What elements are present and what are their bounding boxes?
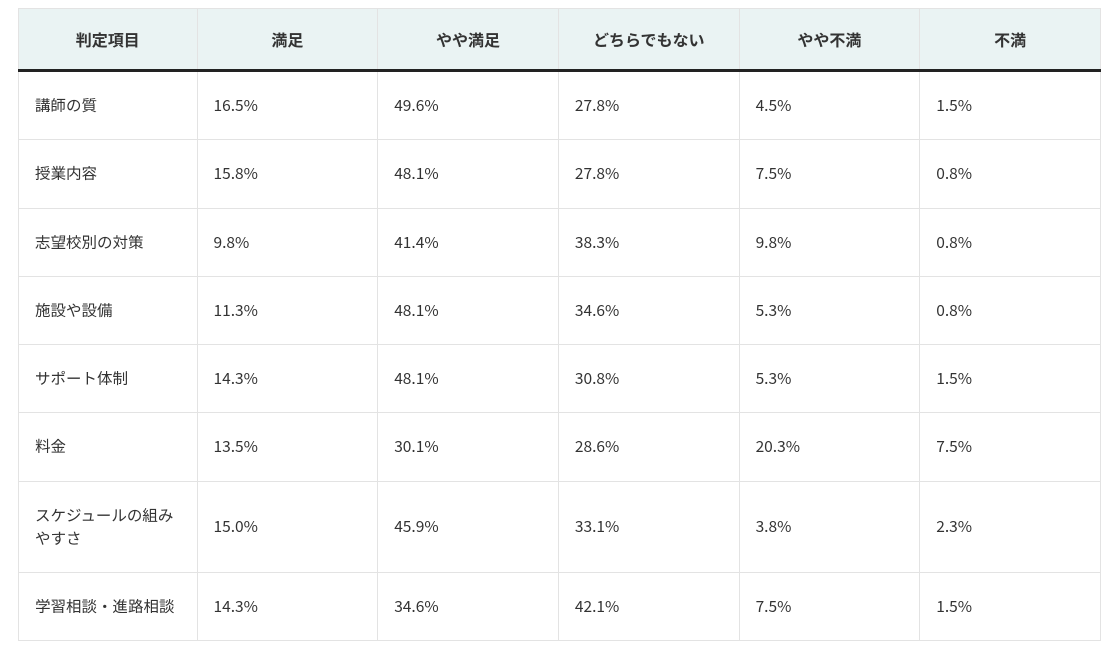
col-header-satisfied: 満足 (197, 9, 378, 71)
cell-value: 7.5% (739, 140, 920, 208)
cell-value: 30.8% (558, 345, 739, 413)
col-header-somewhat-dissatisfied: やや不満 (739, 9, 920, 71)
cell-value: 5.3% (739, 276, 920, 344)
col-header-neutral: どちらでもない (558, 9, 739, 71)
row-label: 学習相談・進路相談 (19, 573, 198, 641)
table-row: サポート体制 14.3% 48.1% 30.8% 5.3% 1.5% (19, 345, 1101, 413)
cell-value: 48.1% (378, 276, 559, 344)
cell-value: 45.9% (378, 481, 559, 573)
cell-value: 14.3% (197, 573, 378, 641)
cell-value: 0.8% (920, 140, 1101, 208)
col-header-somewhat-satisfied: やや満足 (378, 9, 559, 71)
cell-value: 1.5% (920, 345, 1101, 413)
cell-value: 11.3% (197, 276, 378, 344)
table-row: 料金 13.5% 30.1% 28.6% 20.3% 7.5% (19, 413, 1101, 481)
cell-value: 13.5% (197, 413, 378, 481)
col-header-item: 判定項目 (19, 9, 198, 71)
satisfaction-table-container: 判定項目 満足 やや満足 どちらでもない やや不満 不満 講師の質 16.5% … (0, 0, 1119, 659)
cell-value: 48.1% (378, 140, 559, 208)
row-label: サポート体制 (19, 345, 198, 413)
cell-value: 9.8% (197, 208, 378, 276)
table-row: 講師の質 16.5% 49.6% 27.8% 4.5% 1.5% (19, 71, 1101, 140)
satisfaction-table: 判定項目 満足 やや満足 どちらでもない やや不満 不満 講師の質 16.5% … (18, 8, 1101, 641)
col-header-dissatisfied: 不満 (920, 9, 1101, 71)
cell-value: 49.6% (378, 71, 559, 140)
cell-value: 34.6% (558, 276, 739, 344)
row-label: 授業内容 (19, 140, 198, 208)
cell-value: 9.8% (739, 208, 920, 276)
cell-value: 1.5% (920, 71, 1101, 140)
cell-value: 14.3% (197, 345, 378, 413)
cell-value: 27.8% (558, 140, 739, 208)
table-row: 学習相談・進路相談 14.3% 34.6% 42.1% 7.5% 1.5% (19, 573, 1101, 641)
row-label: 講師の質 (19, 71, 198, 140)
table-row: 授業内容 15.8% 48.1% 27.8% 7.5% 0.8% (19, 140, 1101, 208)
cell-value: 38.3% (558, 208, 739, 276)
cell-value: 1.5% (920, 573, 1101, 641)
cell-value: 42.1% (558, 573, 739, 641)
cell-value: 15.8% (197, 140, 378, 208)
cell-value: 3.8% (739, 481, 920, 573)
table-row: 施設や設備 11.3% 48.1% 34.6% 5.3% 0.8% (19, 276, 1101, 344)
cell-value: 27.8% (558, 71, 739, 140)
cell-value: 4.5% (739, 71, 920, 140)
cell-value: 30.1% (378, 413, 559, 481)
row-label: 料金 (19, 413, 198, 481)
cell-value: 0.8% (920, 276, 1101, 344)
cell-value: 41.4% (378, 208, 559, 276)
cell-value: 33.1% (558, 481, 739, 573)
cell-value: 7.5% (739, 573, 920, 641)
table-row: スケジュールの組みやすさ 15.0% 45.9% 33.1% 3.8% 2.3% (19, 481, 1101, 573)
table-row: 志望校別の対策 9.8% 41.4% 38.3% 9.8% 0.8% (19, 208, 1101, 276)
cell-value: 28.6% (558, 413, 739, 481)
cell-value: 15.0% (197, 481, 378, 573)
row-label: 施設や設備 (19, 276, 198, 344)
cell-value: 2.3% (920, 481, 1101, 573)
cell-value: 16.5% (197, 71, 378, 140)
cell-value: 34.6% (378, 573, 559, 641)
cell-value: 7.5% (920, 413, 1101, 481)
cell-value: 20.3% (739, 413, 920, 481)
row-label: スケジュールの組みやすさ (19, 481, 198, 573)
cell-value: 5.3% (739, 345, 920, 413)
row-label: 志望校別の対策 (19, 208, 198, 276)
table-header-row: 判定項目 満足 やや満足 どちらでもない やや不満 不満 (19, 9, 1101, 71)
cell-value: 0.8% (920, 208, 1101, 276)
cell-value: 48.1% (378, 345, 559, 413)
